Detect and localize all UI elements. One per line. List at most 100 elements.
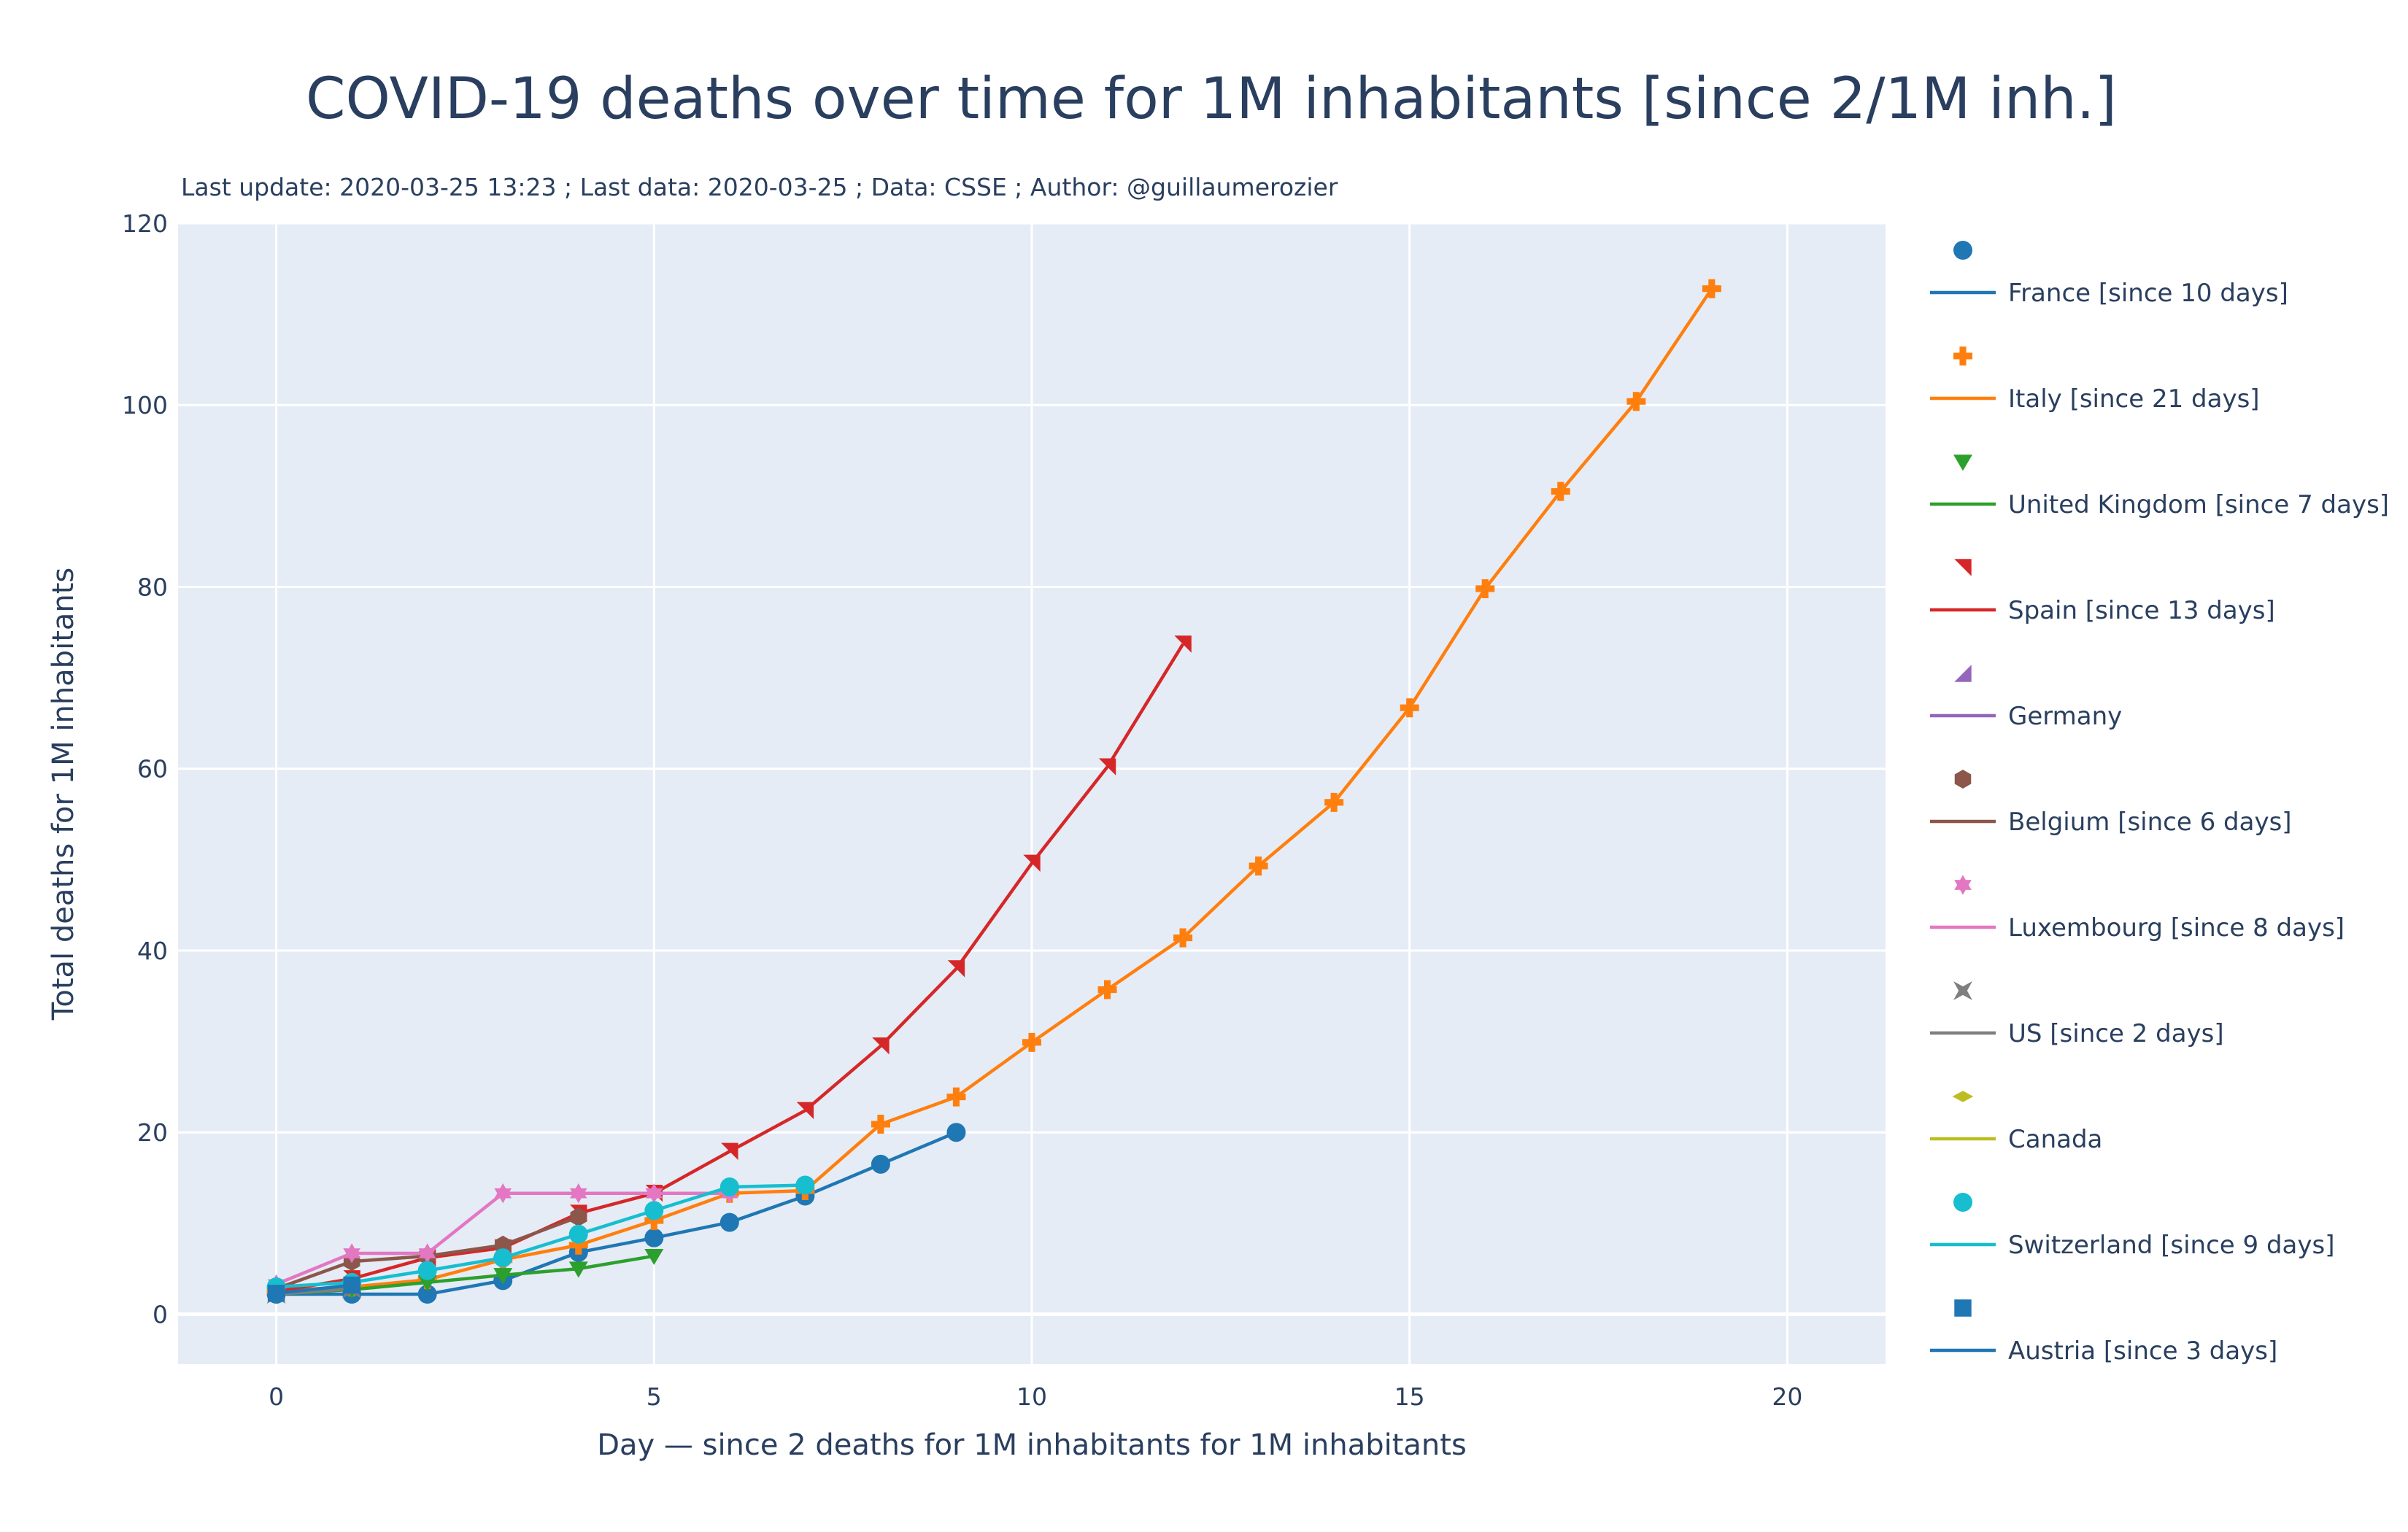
x-axis-title: Day — since 2 deaths for 1M inhabitants … <box>597 1428 1467 1462</box>
y-tick-label: 100 <box>122 391 168 419</box>
data-point <box>1702 279 1721 298</box>
legend-label: Spain [since 13 days] <box>2008 596 2275 625</box>
legend-label: United Kingdom [since 7 days] <box>2008 490 2389 519</box>
data-point <box>719 1177 739 1196</box>
legend-item[interactable]: Austria [since 3 days] <box>1930 1299 2277 1366</box>
legend-marker <box>1954 559 1972 576</box>
legend-label: Canada <box>2008 1125 2102 1154</box>
data-point <box>569 1183 587 1204</box>
data-point <box>645 1183 663 1204</box>
data-point <box>1023 854 1041 873</box>
legend-marker <box>1954 770 1972 789</box>
data-point <box>946 1087 966 1107</box>
legend-item[interactable]: Canada <box>1930 1091 2102 1154</box>
series-layer <box>266 279 1721 1304</box>
legend-marker <box>1953 981 1972 1000</box>
data-point <box>1098 758 1116 775</box>
x-tick-label: 5 <box>647 1382 662 1411</box>
data-point <box>946 1123 966 1142</box>
data-point <box>644 1211 664 1231</box>
series-10 <box>267 1276 360 1302</box>
legend-label: Belgium [since 6 days] <box>2008 808 2292 837</box>
legend-item[interactable]: Italy [since 21 days] <box>1930 347 2260 414</box>
legend-item[interactable]: Spain [since 13 days] <box>1930 559 2275 625</box>
data-point <box>493 1268 513 1285</box>
data-point <box>417 1261 437 1280</box>
x-tick-label: 10 <box>1016 1382 1047 1411</box>
legend-label: Italy [since 21 days] <box>2008 384 2260 414</box>
data-point <box>568 1235 588 1255</box>
data-point <box>1475 579 1495 598</box>
legend-marker <box>1953 347 1972 365</box>
legend-marker <box>1953 454 1972 471</box>
y-tick-label: 40 <box>137 937 168 965</box>
data-point <box>871 1154 890 1174</box>
legend-label: France [since 10 days] <box>2008 279 2288 308</box>
x-tick-label: 15 <box>1394 1382 1425 1411</box>
data-point <box>872 1037 890 1055</box>
x-tick-label: 20 <box>1772 1382 1802 1411</box>
data-point <box>494 1183 512 1204</box>
data-point <box>796 1102 814 1120</box>
legend-marker <box>1953 241 1972 260</box>
chart-subtitle: Last update: 2020-03-25 13:23 ; Last dat… <box>181 173 1338 201</box>
data-point <box>418 1243 436 1264</box>
data-point <box>795 1175 815 1195</box>
legend-item[interactable]: Luxembourg [since 8 days] <box>1930 875 2345 943</box>
y-tick-label: 20 <box>137 1118 168 1147</box>
data-point <box>719 1212 739 1232</box>
legend-item[interactable]: France [since 10 days] <box>1930 241 2288 308</box>
series-line <box>276 1131 957 1296</box>
data-point <box>417 1275 437 1292</box>
data-point <box>1551 481 1570 501</box>
legend-label: Austria [since 3 days] <box>2008 1336 2277 1366</box>
legend-item[interactable]: Belgium [since 6 days] <box>1930 770 2292 837</box>
data-point <box>1097 980 1117 999</box>
legend-marker <box>1954 875 1972 895</box>
legend-marker <box>1954 665 1972 682</box>
data-point <box>644 1248 664 1266</box>
legend-marker <box>1954 1299 1972 1317</box>
y-tick-label: 0 <box>153 1300 168 1328</box>
legend-item[interactable]: US [since 2 days] <box>1930 981 2224 1048</box>
data-point <box>947 960 965 978</box>
legend-label: Germany <box>2008 702 2122 731</box>
legend-item[interactable]: United Kingdom [since 7 days] <box>1930 454 2389 519</box>
legend-label: US [since 2 days] <box>2008 1019 2224 1048</box>
series-line <box>276 287 1713 1293</box>
y-tick-label: 120 <box>122 209 168 238</box>
data-point <box>1173 928 1193 948</box>
data-point <box>343 1276 360 1294</box>
y-axis-title: Total deaths for 1M inhabitants <box>47 568 80 1021</box>
data-point <box>267 1285 285 1302</box>
legend-item[interactable]: Switzerland [since 9 days] <box>1930 1193 2334 1260</box>
data-point <box>644 1228 664 1247</box>
legend-label: Switzerland [since 9 days] <box>2008 1231 2334 1260</box>
data-point <box>1324 792 1344 812</box>
data-point <box>1626 392 1646 411</box>
data-point <box>644 1201 664 1220</box>
data-point <box>721 1142 738 1161</box>
data-point <box>417 1285 437 1304</box>
chart-title: COVID-19 deaths over time for 1M inhabit… <box>306 66 2117 132</box>
data-point <box>493 1248 513 1268</box>
legend-marker <box>1953 1193 1972 1212</box>
data-point <box>1174 635 1192 653</box>
data-point <box>871 1114 890 1134</box>
x-tick-label: 0 <box>269 1382 284 1411</box>
legend-marker <box>1952 1091 1974 1102</box>
y-tick-label: 60 <box>137 755 168 784</box>
legend: France [since 10 days] Italy [since 21 da… <box>1930 241 2389 1366</box>
data-point <box>1022 1032 1041 1052</box>
data-point <box>343 1243 360 1264</box>
series-line <box>276 1183 806 1289</box>
data-point <box>570 1207 587 1227</box>
legend-item[interactable]: Germany <box>1930 665 2122 731</box>
x-tick-labels: 0 5 10 15 20 <box>269 1382 1802 1411</box>
grid-lines <box>178 222 1886 1364</box>
data-point <box>1400 698 1419 718</box>
y-tick-labels: 0 20 40 60 80 100 120 <box>122 209 168 1328</box>
y-tick-label: 80 <box>137 573 168 601</box>
data-point <box>568 1224 588 1244</box>
